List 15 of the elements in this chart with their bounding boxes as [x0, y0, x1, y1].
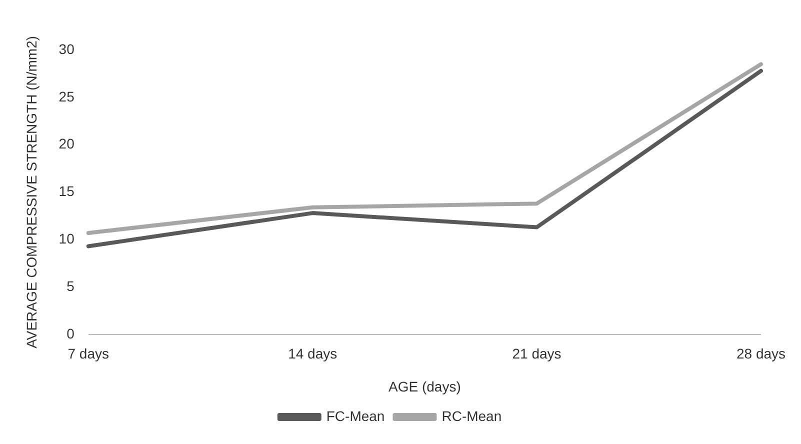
x-tick-label: 28 days [736, 346, 786, 362]
y-tick-label: 20 [58, 136, 75, 152]
x-tick-label: 14 days [288, 346, 338, 362]
x-tick-label: 7 days [68, 346, 109, 362]
y-tick-label: 10 [58, 230, 75, 246]
y-tick-label: 5 [66, 278, 75, 294]
y-tick-label: 25 [58, 88, 75, 104]
y-axis-title: AVERAGE COMPRESSIVE STRENGTH (N/mm2) [23, 36, 40, 348]
y-tick-label: 15 [58, 183, 75, 200]
x-axis-title: AGE (days) [388, 378, 461, 394]
x-tick-label: 21 days [512, 346, 562, 362]
y-tick-label: 0 [66, 325, 75, 342]
y-tick-label: 30 [58, 40, 75, 57]
legend-label: RC-Mean [442, 408, 502, 424]
legend-label: FC-Mean [326, 408, 385, 424]
